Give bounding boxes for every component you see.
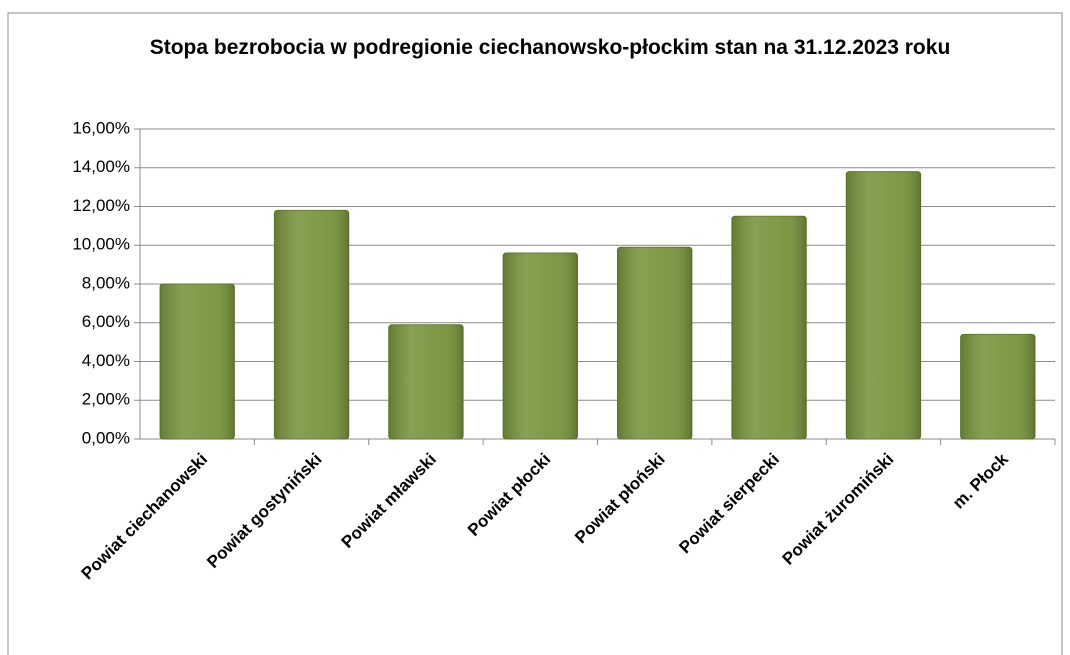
- y-tick-label: 16,00%: [72, 118, 130, 137]
- x-tick-label: Powiat sierpecki: [675, 450, 783, 558]
- bar-shading: [388, 324, 464, 439]
- bar-shading: [617, 247, 692, 439]
- bar-shading: [846, 171, 921, 439]
- y-tick-label: 8,00%: [82, 273, 130, 292]
- y-tick-label: 14,00%: [72, 157, 130, 176]
- chart-title: Stopa bezrobocia w podregionie ciechanow…: [149, 36, 951, 59]
- y-tick-label: 10,00%: [72, 235, 130, 254]
- chart-border: [7, 12, 1063, 655]
- x-tick-label: Powiat płoński: [571, 450, 669, 548]
- bar-shading: [960, 334, 1035, 439]
- y-tick-label: 0,00%: [82, 428, 130, 447]
- x-tick-label: m. Płock: [949, 449, 1012, 512]
- bar-shading: [160, 284, 235, 439]
- bar-shading: [274, 210, 349, 439]
- bar-shading: [503, 253, 578, 439]
- y-tick-label: 12,00%: [72, 196, 130, 215]
- y-tick-label: 6,00%: [82, 312, 130, 331]
- y-tick-label: 4,00%: [82, 351, 130, 370]
- x-tick-label: Powiat żuromiński: [778, 450, 897, 569]
- y-tick-label: 2,00%: [82, 390, 130, 409]
- x-tick-label: Powiat ciechanowski: [77, 450, 211, 584]
- x-tick-label: Powiat mławski: [338, 450, 440, 552]
- x-tick-label: Powiat gostyniński: [203, 450, 325, 572]
- bar-shading: [731, 216, 807, 439]
- x-tick-label: Powiat płocki: [464, 450, 554, 540]
